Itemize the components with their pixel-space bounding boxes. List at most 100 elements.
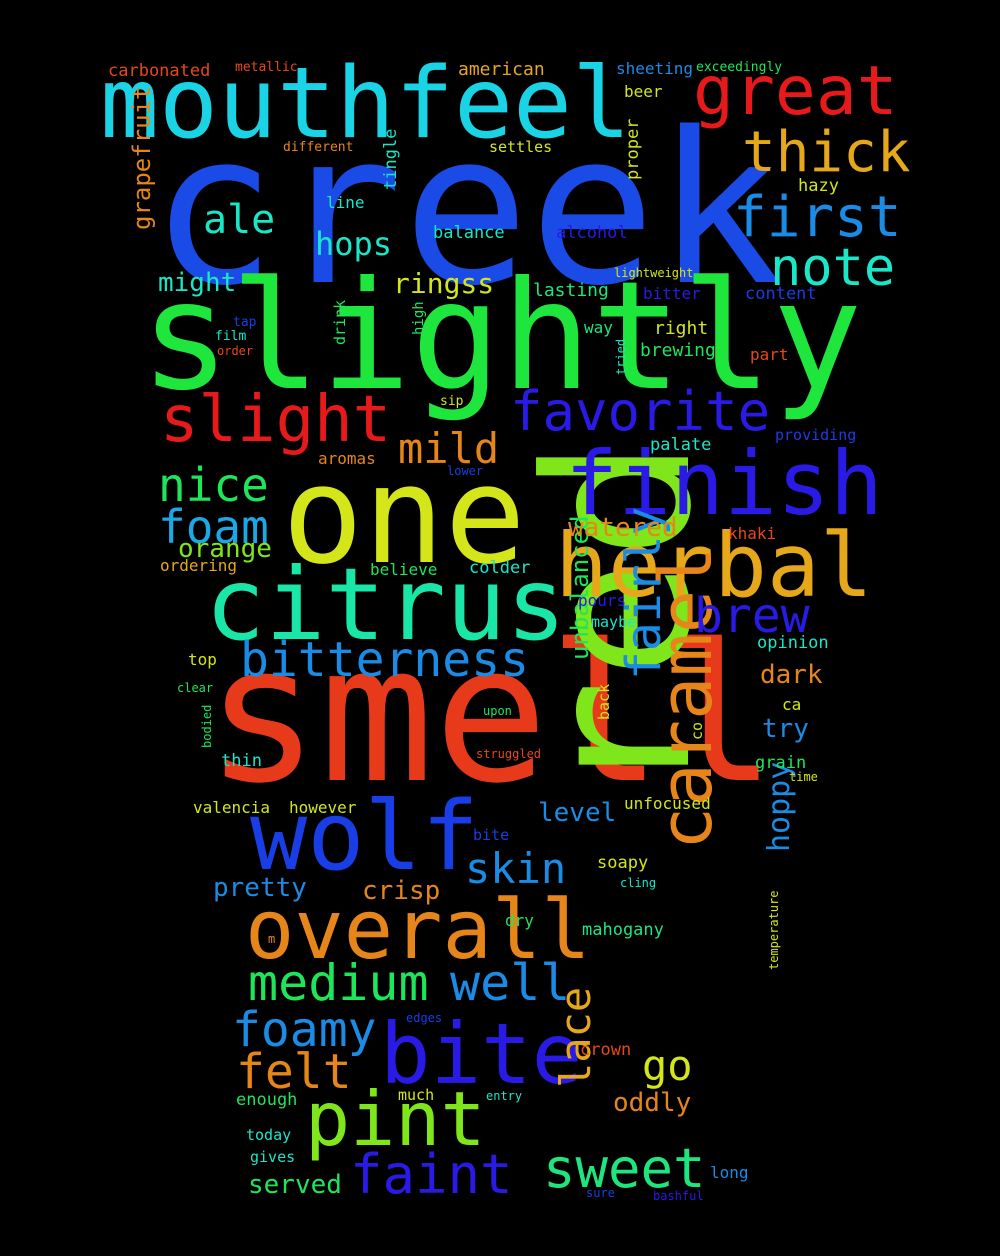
word-mild: mild bbox=[398, 424, 500, 473]
word-level: level bbox=[538, 798, 617, 828]
word-hops: hops bbox=[315, 225, 393, 263]
word-aromas: aromas bbox=[318, 449, 376, 468]
word-however: however bbox=[289, 798, 357, 817]
word-thin: thin bbox=[221, 751, 262, 771]
word-co: co bbox=[688, 721, 706, 740]
word-m: m bbox=[268, 932, 276, 946]
word-carbonated: carbonated bbox=[108, 61, 211, 81]
word-ca: ca bbox=[782, 695, 802, 714]
word-bodied: bodied bbox=[200, 704, 214, 748]
word-creek: creek bbox=[150, 87, 783, 332]
word-dark: dark bbox=[760, 660, 823, 690]
word-today: today bbox=[246, 1126, 292, 1144]
word-favorite: favorite bbox=[510, 380, 771, 443]
word-unfocused: unfocused bbox=[624, 794, 711, 813]
word-line: line bbox=[326, 193, 365, 212]
word-different: different bbox=[283, 140, 354, 155]
word-lightweight: lightweight bbox=[614, 266, 694, 280]
word-pint: pint bbox=[305, 1075, 486, 1163]
word-back: back bbox=[595, 683, 613, 720]
word-way: way bbox=[584, 318, 613, 337]
word-long: long bbox=[710, 1163, 749, 1182]
word-orange: orange bbox=[178, 534, 272, 564]
word-tried: tried bbox=[614, 338, 628, 375]
word-upon: upon bbox=[483, 704, 512, 718]
word-maybe: maybe bbox=[591, 613, 637, 631]
word-one: one bbox=[282, 437, 526, 594]
word-temperature: temperature bbox=[767, 890, 781, 970]
word-khaki: khaki bbox=[728, 524, 777, 543]
word-metallic: metallic bbox=[235, 60, 298, 75]
word-hazy: hazy bbox=[798, 176, 839, 196]
word-right: right bbox=[654, 318, 709, 339]
word-ale: ale bbox=[203, 197, 276, 243]
word-medium: medium bbox=[248, 954, 429, 1012]
word-watered: watered bbox=[568, 513, 678, 543]
word-american: american bbox=[458, 59, 545, 80]
word-bitterness: bitterness bbox=[240, 632, 529, 688]
word-go: go bbox=[642, 1041, 693, 1090]
word-struggled: struggled bbox=[476, 747, 542, 761]
word-mahogany: mahogany bbox=[582, 920, 664, 940]
word-exceedingly: exceedingly bbox=[696, 60, 783, 75]
word-great: great bbox=[693, 52, 898, 131]
word-might: might bbox=[158, 268, 237, 298]
word-high: high bbox=[411, 301, 427, 335]
word-felt: felt bbox=[236, 1044, 352, 1100]
word-oddly: oddly bbox=[613, 1088, 692, 1118]
word-herbal: herbal bbox=[555, 514, 873, 617]
word-note: note bbox=[770, 238, 896, 298]
word-entry: entry bbox=[486, 1089, 523, 1103]
word-finish: finish bbox=[565, 432, 883, 535]
word-opinion: opinion bbox=[757, 633, 829, 653]
word-overall: overall bbox=[245, 883, 591, 978]
word-served: served bbox=[248, 1170, 342, 1200]
word-valencia: valencia bbox=[193, 798, 271, 817]
word-gives: gives bbox=[250, 1148, 296, 1166]
word-settles: settles bbox=[489, 138, 553, 156]
word-grapefruit: grapefruit bbox=[128, 85, 156, 231]
word-skin: skin bbox=[465, 844, 567, 893]
word-cling: cling bbox=[620, 876, 657, 890]
word-pours: pours bbox=[578, 591, 627, 610]
word-palate: palate bbox=[650, 435, 712, 455]
word-brew: brew bbox=[694, 588, 810, 644]
word-crisp: crisp bbox=[362, 876, 441, 906]
word-smell: smell bbox=[205, 604, 777, 825]
word-soapy: soapy bbox=[597, 853, 649, 873]
word-film: film bbox=[215, 329, 247, 344]
word-clear: clear bbox=[177, 681, 214, 695]
word-grain: grain bbox=[755, 753, 807, 773]
word-foamy: foamy bbox=[232, 1002, 377, 1058]
word-lasting: lasting bbox=[533, 280, 609, 301]
word-sweet: sweet bbox=[543, 1137, 706, 1200]
word-proper: proper bbox=[623, 118, 643, 180]
word-crown: crown bbox=[580, 1040, 632, 1060]
word-lower: lower bbox=[447, 464, 484, 478]
word-content: content bbox=[745, 284, 817, 304]
word-balance: balance bbox=[433, 223, 505, 243]
word-bitter: bitter bbox=[643, 284, 701, 303]
word-ringss: ringss bbox=[393, 267, 495, 300]
word-dry: dry bbox=[505, 911, 534, 930]
word-beer: beer bbox=[624, 82, 663, 101]
word-brewing: brewing bbox=[640, 340, 716, 361]
word-ordering: ordering bbox=[160, 556, 238, 575]
word-citrus: citrus bbox=[205, 546, 567, 663]
word-alcohol: alcohol bbox=[556, 223, 628, 243]
word-tingle: tingle bbox=[381, 128, 401, 190]
word-drink: drink bbox=[331, 299, 349, 345]
word-edges: edges bbox=[406, 1011, 443, 1025]
word-time: time bbox=[789, 770, 818, 784]
word-lace: lace bbox=[551, 986, 600, 1088]
word-pretty: pretty bbox=[213, 873, 307, 903]
word-believe: believe bbox=[370, 560, 438, 579]
word-try: try bbox=[762, 714, 809, 744]
word-thick: thick bbox=[742, 120, 911, 185]
word-colder: colder bbox=[469, 558, 531, 578]
word-mouthfeel: mouthfeel bbox=[100, 47, 632, 161]
word-order: order bbox=[217, 344, 254, 358]
word-top: top bbox=[188, 650, 217, 669]
word-bashful: bashful bbox=[653, 1189, 704, 1203]
